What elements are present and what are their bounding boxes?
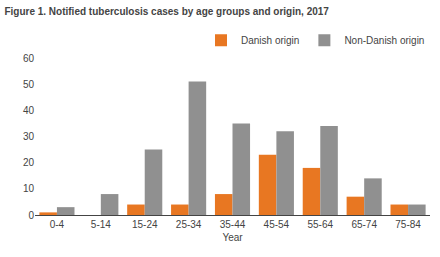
- svg-text:45-54: 45-54: [264, 219, 290, 230]
- svg-text:0: 0: [28, 210, 34, 221]
- svg-text:35-44: 35-44: [220, 219, 246, 230]
- svg-text:Danish origin: Danish origin: [241, 35, 299, 46]
- svg-text:20: 20: [23, 157, 35, 168]
- svg-text:15-24: 15-24: [132, 219, 158, 230]
- svg-text:0-4: 0-4: [50, 219, 65, 230]
- svg-text:Figure 1. Notified tuberculosi: Figure 1. Notified tuberculosis cases by…: [4, 6, 329, 17]
- svg-text:30: 30: [23, 131, 35, 142]
- svg-text:25-34: 25-34: [176, 219, 202, 230]
- svg-text:10: 10: [23, 183, 35, 194]
- svg-text:40: 40: [23, 105, 35, 116]
- svg-text:5-14: 5-14: [91, 219, 111, 230]
- svg-text:Year: Year: [222, 232, 243, 243]
- svg-text:65-74: 65-74: [351, 219, 377, 230]
- svg-text:55-64: 55-64: [307, 219, 333, 230]
- svg-text:75-84: 75-84: [395, 219, 421, 230]
- svg-text:50: 50: [23, 79, 35, 90]
- svg-text:Non-Danish origin: Non-Danish origin: [344, 35, 424, 46]
- svg-text:60: 60: [23, 53, 35, 64]
